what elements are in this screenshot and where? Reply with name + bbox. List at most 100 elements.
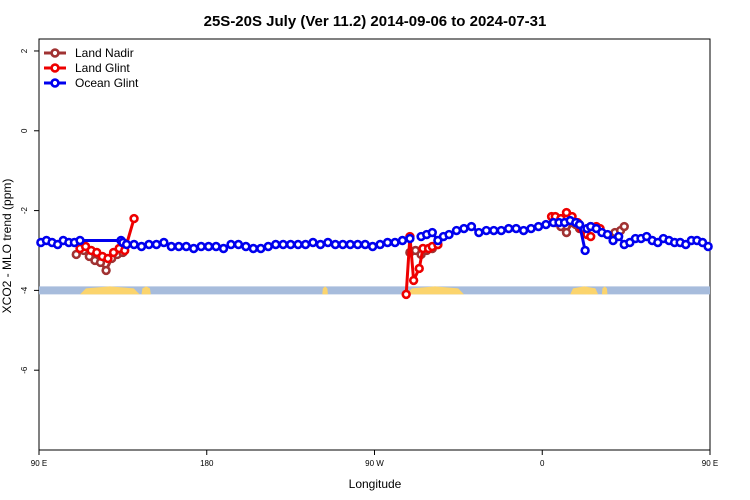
land-patch xyxy=(322,286,328,295)
data-point xyxy=(338,239,348,250)
data-point xyxy=(466,221,477,232)
data-point xyxy=(159,237,169,248)
y-tick-label: -4 xyxy=(20,286,29,294)
data-point xyxy=(496,225,506,236)
x-tick-label: 90 W xyxy=(365,459,384,468)
data-point xyxy=(233,239,244,250)
data-point xyxy=(278,239,288,250)
legend-label: Land Nadir xyxy=(75,46,134,60)
data-point xyxy=(504,223,514,234)
data-point xyxy=(489,225,499,236)
data-point xyxy=(703,241,713,252)
x-tick-label: 0 xyxy=(540,459,545,468)
data-point xyxy=(414,263,424,274)
data-point xyxy=(481,225,492,236)
data-point xyxy=(218,243,229,254)
data-point xyxy=(315,239,326,250)
data-point xyxy=(271,239,281,250)
data-point xyxy=(451,225,462,236)
data-point xyxy=(405,233,415,244)
legend-marker xyxy=(50,63,60,73)
data-point xyxy=(541,219,551,230)
land-patch xyxy=(80,286,140,295)
data-point xyxy=(474,227,484,238)
data-point xyxy=(330,239,341,250)
data-point xyxy=(375,239,385,250)
data-point xyxy=(121,239,132,250)
legend-item-land-glint: Land Glint xyxy=(44,61,130,75)
data-point xyxy=(226,239,236,250)
data-point xyxy=(196,241,206,252)
legend-label: Land Glint xyxy=(75,61,130,75)
surface-band xyxy=(39,286,710,295)
data-point xyxy=(353,239,363,250)
x-axis-label: Longitude xyxy=(349,477,402,491)
plot-area: 90 E 180 90 W 0 90 E 2 0 -2 -4 -6 xyxy=(20,38,718,468)
legend-item-land-nadir: Land Nadir xyxy=(44,46,134,60)
data-point xyxy=(526,223,536,234)
y-axis-label: XCO2 - MLO trend (ppm) xyxy=(0,179,14,314)
y-tick-label: 2 xyxy=(20,48,29,53)
data-point xyxy=(300,239,311,250)
data-point xyxy=(602,229,613,240)
y-tick-label: 0 xyxy=(20,128,29,133)
data-point xyxy=(174,241,184,252)
data-point xyxy=(401,289,411,300)
data-point xyxy=(397,235,408,246)
data-point xyxy=(241,241,251,252)
data-point xyxy=(580,245,590,256)
series-layer xyxy=(36,207,713,300)
data-point xyxy=(103,253,113,264)
series-land-glint xyxy=(75,207,605,300)
data-point xyxy=(166,241,177,252)
data-point xyxy=(285,239,296,250)
y-axis-ticks: 2 0 -2 -4 -6 xyxy=(20,48,39,374)
land-patch xyxy=(585,286,589,295)
data-point xyxy=(293,239,303,250)
data-point xyxy=(613,231,624,242)
legend-marker xyxy=(50,78,60,88)
data-point xyxy=(382,237,393,248)
data-point xyxy=(75,235,85,246)
data-point xyxy=(203,241,214,252)
data-point xyxy=(561,227,572,238)
data-point xyxy=(408,275,419,286)
data-point xyxy=(189,243,199,254)
data-point xyxy=(511,223,521,234)
data-point xyxy=(151,239,162,250)
x-axis-ticks: 90 E 180 90 W 0 90 E xyxy=(31,450,718,468)
data-point xyxy=(101,265,111,276)
data-point xyxy=(619,221,629,232)
ocean-band xyxy=(39,286,710,295)
y-tick-label: -2 xyxy=(20,206,29,214)
x-tick-label: 180 xyxy=(200,459,214,468)
land-patch xyxy=(570,286,599,295)
land-patch xyxy=(406,286,464,295)
data-point xyxy=(263,241,273,252)
data-point xyxy=(248,243,259,254)
data-point xyxy=(574,219,585,230)
y-tick-label: -6 xyxy=(20,366,29,374)
data-point xyxy=(129,239,139,250)
data-point xyxy=(136,241,147,252)
data-point xyxy=(308,237,318,248)
data-point xyxy=(144,239,154,250)
data-point xyxy=(211,241,221,252)
data-point xyxy=(427,227,437,238)
series-ocean-glint xyxy=(36,215,713,256)
data-point xyxy=(345,239,355,250)
data-point xyxy=(129,213,139,224)
data-point xyxy=(390,237,400,248)
x-tick-label: 90 E xyxy=(702,459,718,468)
land-patch xyxy=(601,286,608,295)
data-point xyxy=(586,231,596,242)
legend-label: Ocean Glint xyxy=(75,76,139,90)
data-point xyxy=(367,241,378,252)
land-patch xyxy=(141,286,151,295)
data-point xyxy=(459,223,469,234)
data-point xyxy=(444,229,454,240)
chart-title: 25S-20S July (Ver 11.2) 2014-09-06 to 20… xyxy=(204,13,547,30)
data-point xyxy=(256,243,266,254)
